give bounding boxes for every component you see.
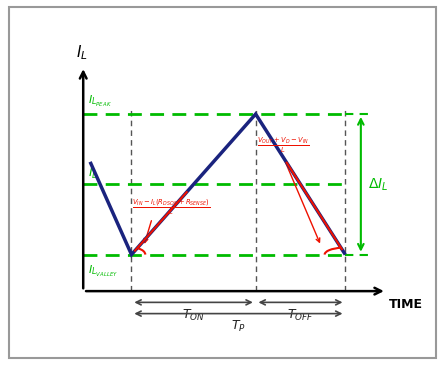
Text: $T_{ON}$: $T_{ON}$ — [182, 308, 205, 323]
Text: TIME: TIME — [388, 298, 422, 311]
Text: $T_P$: $T_P$ — [231, 319, 246, 334]
Text: $\frac{V_{IN} - I_L(R_{DSON} + R_{SENSE})}{L}$: $\frac{V_{IN} - I_L(R_{DSON} + R_{SENSE}… — [132, 197, 210, 217]
Text: $\Delta I_L$: $\Delta I_L$ — [368, 176, 388, 192]
Text: $I_{L_{PEAK}}$: $I_{L_{PEAK}}$ — [89, 94, 112, 109]
Text: $I_L$: $I_L$ — [76, 43, 87, 62]
Text: $I_{L_{VALLEY}}$: $I_{L_{VALLEY}}$ — [89, 264, 119, 280]
Text: $I_L$: $I_L$ — [89, 166, 98, 181]
Text: $\frac{V_{OUT} + V_D - V_{IN}}{L}$: $\frac{V_{OUT} + V_D - V_{IN}}{L}$ — [257, 135, 309, 155]
Text: $T_{OFF}$: $T_{OFF}$ — [287, 308, 314, 323]
